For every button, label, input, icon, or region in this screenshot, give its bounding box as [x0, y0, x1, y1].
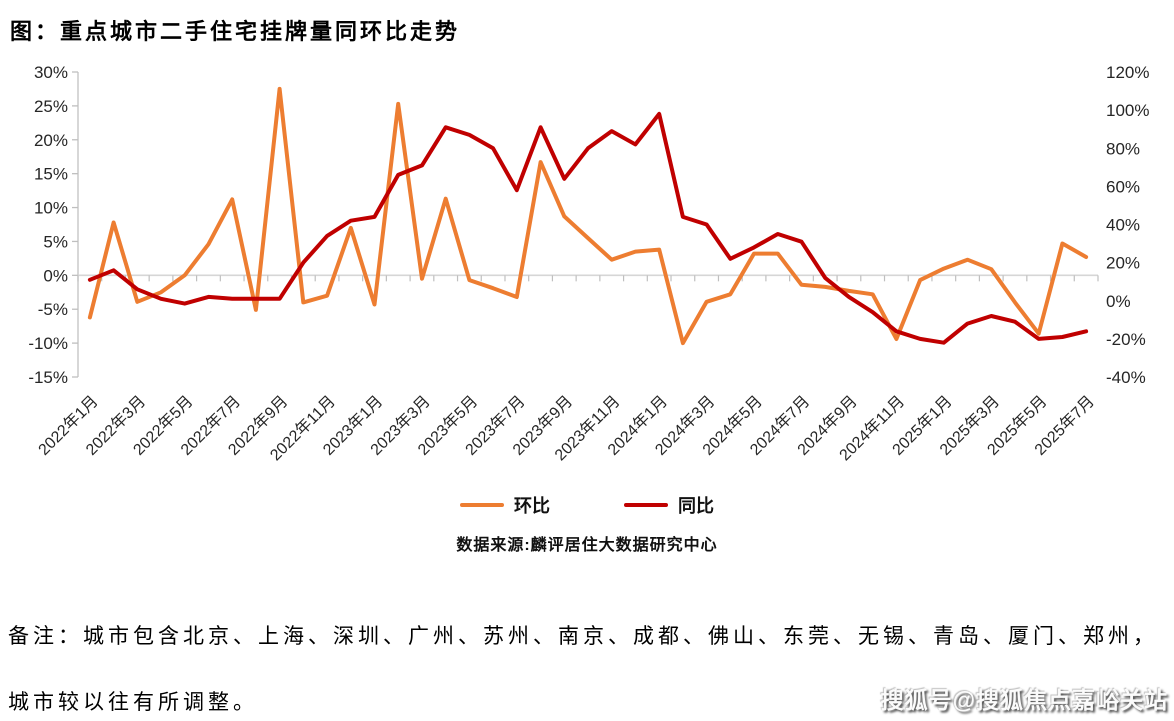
series-line-环比	[87, 86, 1089, 346]
legend-label-mom: 环比	[514, 496, 550, 516]
left-axis-tick-label: 20%	[34, 131, 68, 150]
legend-swatch-mom-icon	[460, 503, 504, 507]
right-axis-tick-label: -20%	[1106, 330, 1146, 349]
right-axis-tick-label: 40%	[1106, 216, 1140, 235]
left-axis-tick-label: 15%	[34, 165, 68, 184]
sohu-watermark: 搜狐号@搜狐焦点嘉峪关站	[880, 687, 1168, 713]
legend-swatch-yoy-icon	[624, 503, 668, 507]
right-axis-tick-label: 120%	[1106, 63, 1149, 82]
chart-title: 图：重点城市二手住宅挂牌量同环比走势	[10, 19, 461, 44]
legend-item-yoy: 同比	[624, 492, 714, 518]
data-source-caption: 数据来源:麟评居住大数据研究中心	[456, 537, 718, 554]
left-axis-tick-label: 5%	[43, 232, 68, 251]
legend-label-yoy: 同比	[678, 496, 714, 516]
left-axis-tick-label: -10%	[28, 334, 68, 353]
left-axis-tick-label: -5%	[38, 300, 68, 319]
left-axis-tick-label: -15%	[28, 368, 68, 387]
left-axis-tick-label: 30%	[34, 63, 68, 82]
right-axis-tick-label: -40%	[1106, 368, 1146, 387]
left-axis-tick-label: 10%	[34, 199, 68, 218]
right-axis-tick-label: 60%	[1106, 177, 1140, 196]
series-line-同比	[87, 111, 1089, 345]
footnote-line-1: 备注：城市包含北京、上海、深圳、广州、苏州、南京、成都、佛山、东莞、无锡、青岛、…	[8, 624, 1158, 648]
right-axis-tick-label: 100%	[1106, 101, 1149, 120]
left-axis-tick-label: 25%	[34, 97, 68, 116]
chart-legend: 环比 同比	[0, 492, 1174, 518]
right-axis-tick-label: 20%	[1106, 254, 1140, 273]
left-axis-tick-label: 0%	[43, 266, 68, 285]
right-axis-tick-label: 80%	[1106, 139, 1140, 158]
right-axis-tick-label: 0%	[1106, 292, 1131, 311]
legend-item-mom: 环比	[460, 492, 550, 518]
chart-canvas: 30% 25% 20% 15% 10% 5% 0% -5% -10% -15% 120% 100% 80…	[28, 63, 1149, 464]
footnote-line-2: 城市较以往有所调整。	[8, 690, 258, 714]
